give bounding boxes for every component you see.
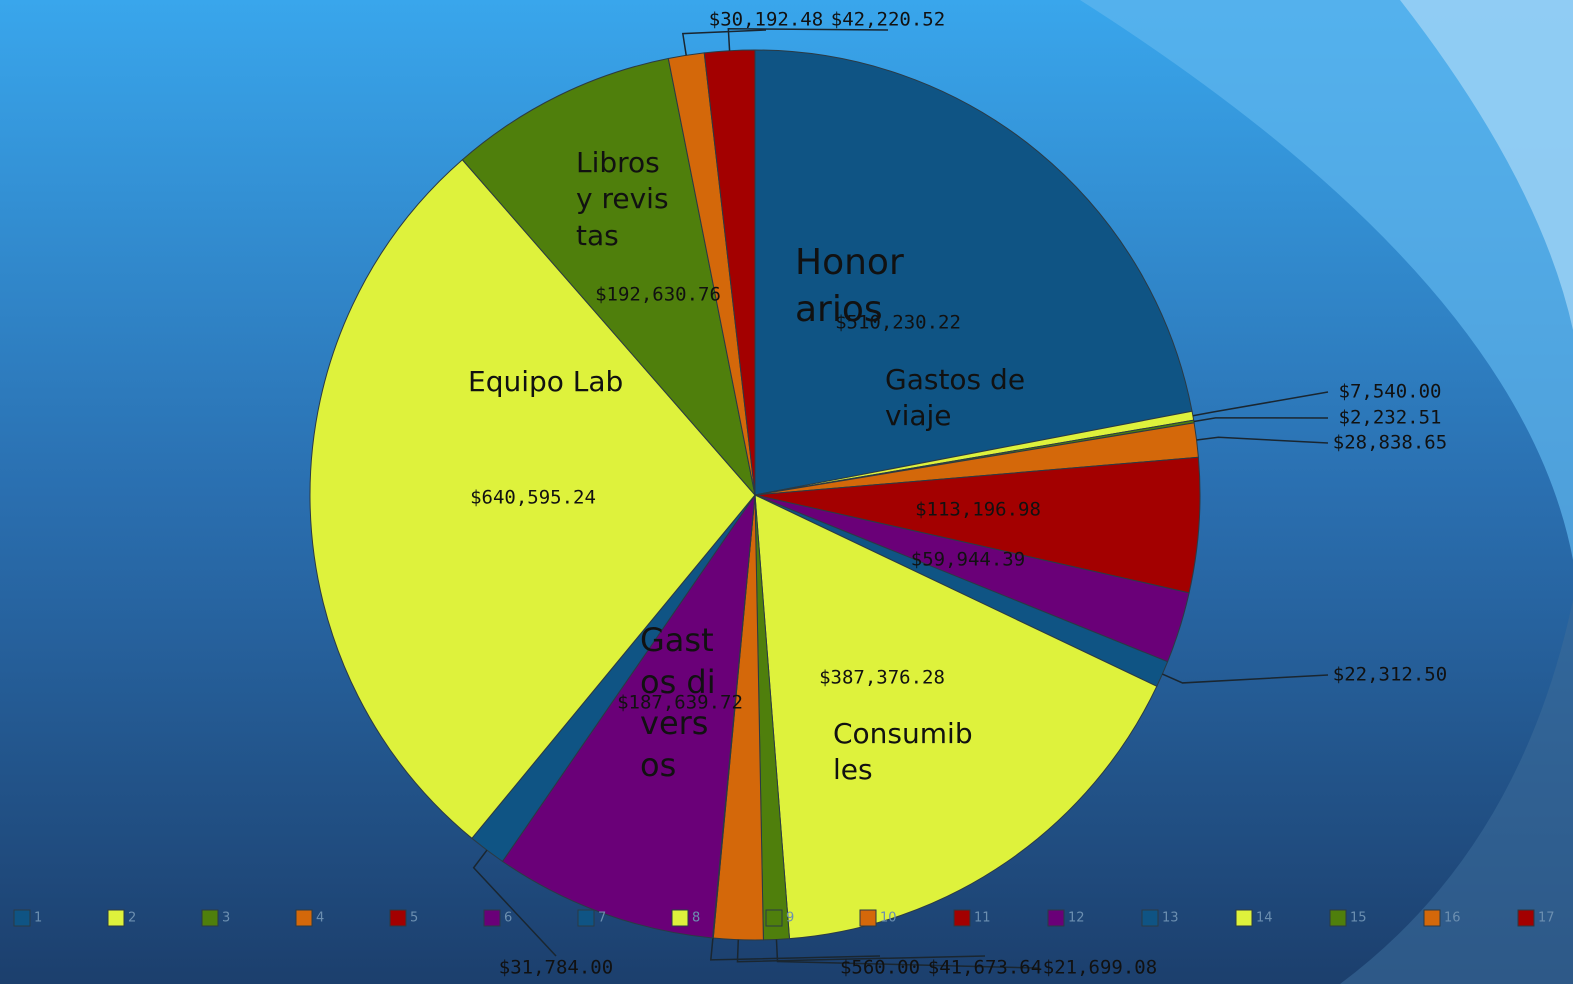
leader-line xyxy=(1193,417,1329,423)
pie-slice xyxy=(501,493,756,939)
value-label: $560.00 xyxy=(840,957,920,979)
legend-swatch xyxy=(1047,909,1065,927)
legend-swatch xyxy=(389,909,407,927)
legend-label: 17 xyxy=(1538,911,1555,926)
value-label: $59,944.39 xyxy=(911,549,1025,571)
value-label: $192,630.76 xyxy=(595,284,721,306)
value-label: $31,784.00 xyxy=(499,957,613,979)
decor-arc xyxy=(1400,0,1573,330)
legend-swatch xyxy=(1423,909,1441,927)
pie-slice xyxy=(461,57,756,497)
legend-swatch xyxy=(13,909,31,927)
legend-label: 4 xyxy=(316,911,324,926)
legend-swatch xyxy=(1517,909,1535,927)
legend-label: 7 xyxy=(598,911,606,926)
value-label: $187,639.72 xyxy=(617,692,743,714)
legend-label: 2 xyxy=(128,911,136,926)
pie-slice xyxy=(754,49,1193,496)
legend-label: 3 xyxy=(222,911,230,926)
legend-label: 1 xyxy=(34,911,42,926)
value-label: $42,220.52 xyxy=(831,9,945,31)
legend-label: 6 xyxy=(504,911,512,926)
legend-swatch xyxy=(671,909,689,927)
value-label: $21,699.08 xyxy=(1043,957,1157,979)
legend-swatch xyxy=(483,909,501,927)
legend-label: 11 xyxy=(974,911,991,926)
leader-line xyxy=(727,28,889,51)
decor-arc xyxy=(1080,0,1573,560)
value-label: $113,196.98 xyxy=(915,499,1041,521)
legend-label: 5 xyxy=(410,911,418,926)
legend-swatch xyxy=(201,909,219,927)
legend-swatch xyxy=(953,909,971,927)
slice-label: Consumibles xyxy=(833,717,973,787)
leader-line xyxy=(1162,673,1329,684)
legend-swatch xyxy=(859,909,877,927)
pie-slice xyxy=(703,49,756,496)
legend-swatch xyxy=(107,909,125,927)
value-label: $387,376.28 xyxy=(819,667,945,689)
slice-label: Libros y revistas xyxy=(576,146,669,252)
leader-line xyxy=(1196,436,1329,444)
value-label: $22,312.50 xyxy=(1333,664,1447,686)
leader-line xyxy=(709,937,881,961)
leader-line xyxy=(472,849,557,957)
legend-label: 12 xyxy=(1068,911,1085,926)
legend-label: 15 xyxy=(1350,911,1367,926)
slice-label: Gastos diversos xyxy=(640,621,716,784)
value-label: $30,192.48 xyxy=(709,9,823,31)
legend-label: 8 xyxy=(692,911,700,926)
value-label: $41,673.64 xyxy=(928,957,1042,979)
slice-label: Gastos de viaje xyxy=(885,363,1026,433)
value-label: $640,595.24 xyxy=(470,487,596,509)
decor-arc xyxy=(1340,600,1573,984)
slice-label: Honorarios xyxy=(795,242,904,330)
value-label: $7,540.00 xyxy=(1339,381,1442,403)
legend-swatch xyxy=(1329,909,1347,927)
pie-slice xyxy=(309,159,756,840)
value-label: $28,838.65 xyxy=(1333,432,1447,454)
legend-swatch xyxy=(577,909,595,927)
legend-swatch xyxy=(765,909,783,927)
leader-line xyxy=(736,939,986,963)
legend-label: 16 xyxy=(1444,911,1461,926)
legend-swatch xyxy=(1235,909,1253,927)
legend-label: 9 xyxy=(786,911,794,926)
value-label: $2,232.51 xyxy=(1339,407,1442,429)
leader-line xyxy=(681,29,767,56)
legend-swatch xyxy=(1141,909,1159,927)
legend-label: 10 xyxy=(880,911,897,926)
value-label: $510,230.22 xyxy=(835,312,961,334)
pie-slice xyxy=(754,494,1158,940)
legend-swatch xyxy=(295,909,313,927)
legend-label: 13 xyxy=(1162,911,1179,926)
leader-line xyxy=(1192,391,1329,417)
legend-label: 14 xyxy=(1256,911,1273,926)
slice-label: Equipo Lab xyxy=(468,365,624,398)
